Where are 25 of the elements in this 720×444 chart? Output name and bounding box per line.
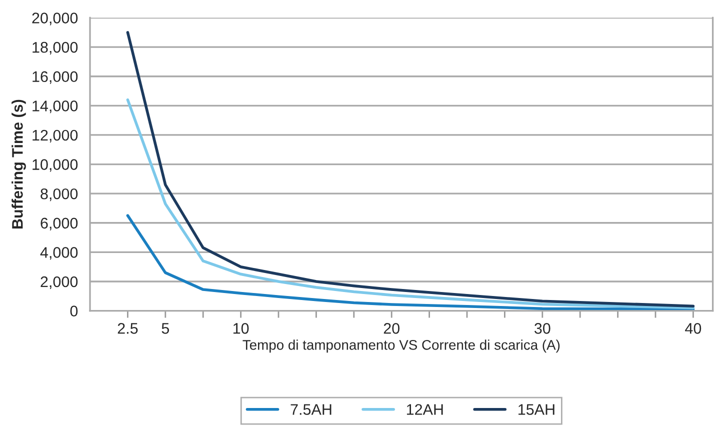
x-tick-label: 5 <box>162 323 170 334</box>
y-tick-label: 12,000 <box>32 130 78 142</box>
legend-label: 7.5AH <box>290 404 332 415</box>
y-tick-label: 14,000 <box>32 100 78 114</box>
x-tick-label: 10 <box>233 323 249 334</box>
y-tick-label: 8,000 <box>40 188 78 202</box>
y-tick-label: 4,000 <box>40 247 78 260</box>
x-tick-label: 30 <box>534 323 550 334</box>
y-tick-label: 6,000 <box>40 218 78 230</box>
y-tick-label: 10,000 <box>32 159 78 172</box>
legend-label: 15AH <box>518 404 554 415</box>
y-tick-label: 20,000 <box>32 12 78 26</box>
y-axis-title: Buffering Time (s) <box>12 100 26 228</box>
y-tick-label: 2,000 <box>40 276 78 289</box>
x-tick-label: 2.5 <box>118 323 138 334</box>
x-tick-label: 20 <box>384 323 400 334</box>
line-series <box>126 31 695 308</box>
x-tick-label: 40 <box>685 323 702 334</box>
y-tick-label: 0 <box>70 306 78 316</box>
y-tick-label: 16,000 <box>32 71 78 84</box>
legend-label: 12AH <box>406 404 443 415</box>
y-tick-label: 18,000 <box>32 42 78 55</box>
x-axis-title: Tempo di tamponamento VS Corrente di scarica (A) <box>242 340 560 353</box>
line-series <box>126 98 695 310</box>
line-series <box>126 214 695 311</box>
